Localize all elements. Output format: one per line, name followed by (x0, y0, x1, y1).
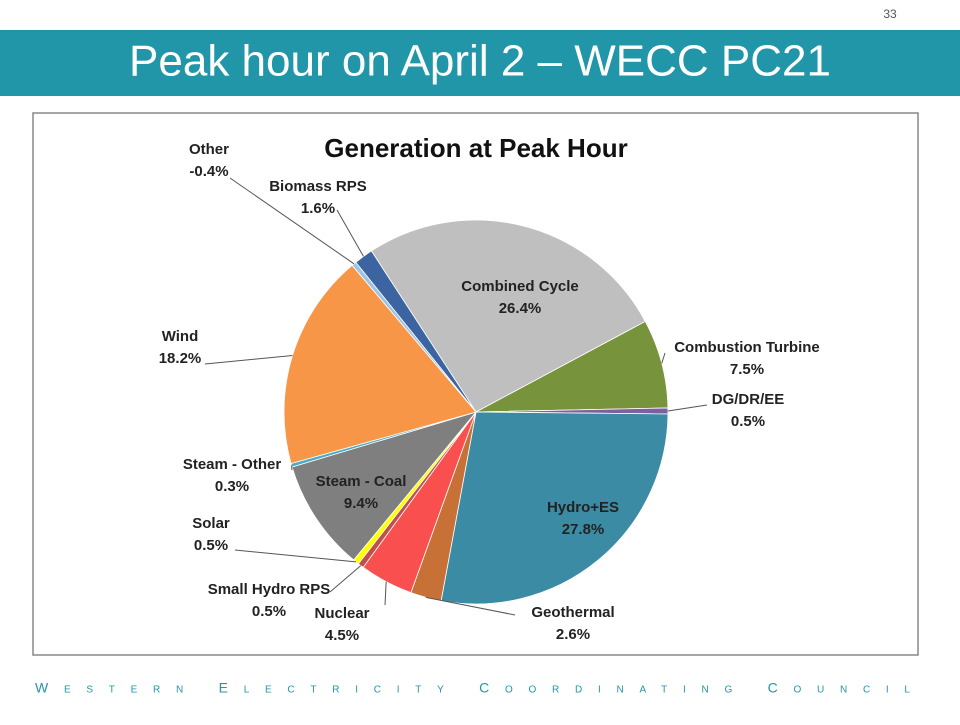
slice-value: 0.5% (194, 537, 228, 554)
slice-label: DG/DR/EE (712, 391, 785, 408)
slice-value: 18.2% (159, 350, 202, 367)
footer: Western Electricity Coordinating Council (35, 680, 910, 696)
slice-label: Nuclear (314, 605, 369, 622)
slice-label: Biomass RPS (269, 178, 367, 195)
slide-title: Peak hour on April 2 – WECC PC21 (129, 37, 831, 86)
page-number: 33 (883, 7, 897, 21)
slice-label: Hydro+ES (547, 499, 619, 516)
chart-title: Generation at Peak Hour (324, 133, 627, 163)
slice-label: Steam - Other (183, 456, 282, 473)
slice-value: 0.5% (252, 603, 286, 620)
slice-value: 26.4% (499, 300, 542, 317)
slice-value: 4.5% (325, 627, 359, 644)
slice-label: Steam - Coal (316, 473, 407, 490)
slice-value: 0.3% (215, 478, 249, 495)
slice-label: Small Hydro RPS (208, 581, 331, 598)
slice-value: 0.5% (731, 413, 765, 430)
slice-label: Combustion Turbine (674, 339, 820, 356)
slice-value: 7.5% (730, 361, 764, 378)
slice-value: 1.6% (301, 200, 335, 217)
slice-label: Geothermal (531, 604, 614, 621)
slice-value: 27.8% (562, 521, 605, 538)
slice-label: Combined Cycle (461, 278, 579, 295)
slice-label: Solar (192, 515, 230, 532)
slice-value: 9.4% (344, 495, 378, 512)
slice-value: -0.4% (189, 163, 228, 180)
slice-label: Wind (162, 328, 199, 345)
slice-label: Other (189, 141, 229, 158)
slice-value: 2.6% (556, 626, 590, 643)
